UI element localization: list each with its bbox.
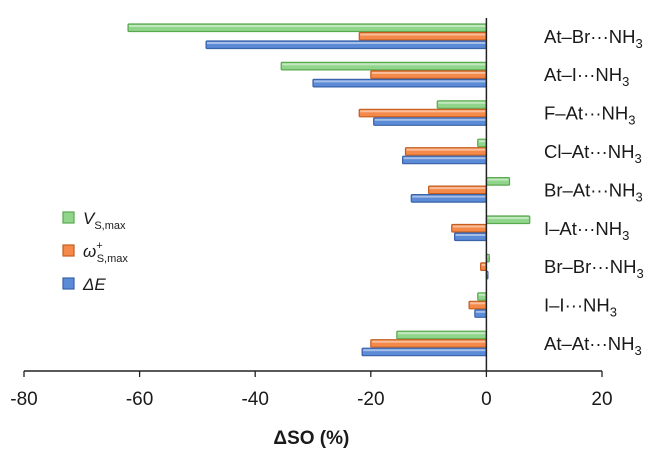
x-tick-label: -40	[241, 389, 268, 410]
category-label-text: At–I···NH	[544, 64, 622, 85]
category-label-subscript: 3	[622, 228, 629, 243]
bars-layer	[127, 23, 531, 357]
category-label-subscript: 3	[635, 189, 642, 204]
bar-highlight	[487, 255, 489, 258]
category-label-subscript: 3	[622, 74, 629, 89]
category-label-subscript: 3	[610, 305, 617, 320]
bar-highlight	[470, 302, 486, 305]
bar-highlight	[363, 349, 486, 352]
x-axis-title: ΔSO (%)	[273, 428, 349, 449]
category-label: At–I···NH3	[544, 64, 629, 89]
bar-highlight	[360, 110, 486, 113]
legend-label-name: ω	[83, 242, 96, 261]
legend-label-name: V	[83, 209, 96, 228]
category-label-text: I–I···NH	[544, 295, 610, 316]
category-label: F–At···NH3	[544, 103, 636, 128]
bar-highlight	[487, 272, 488, 275]
bar-highlight	[406, 148, 486, 151]
bar-highlight	[481, 263, 486, 266]
category-label-subscript: 3	[635, 36, 642, 51]
category-label: I–I···NH3	[544, 295, 617, 320]
x-ticks: -80 -60 -40 -20 0 20	[10, 371, 613, 410]
bar-highlight	[129, 25, 486, 27]
legend-label-2: ΔE	[82, 275, 106, 294]
legend-swatch-0	[62, 211, 75, 224]
category-label-text: Cl–At···NH	[544, 141, 634, 162]
category-label-subscript: 3	[634, 151, 641, 166]
bar-highlight	[487, 178, 509, 181]
bar-highlight	[452, 225, 486, 228]
category-label-subscript: 3	[628, 113, 635, 128]
category-label-text: F–At···NH	[544, 103, 628, 124]
category-label: Cl–At···NH3	[544, 141, 642, 166]
bar-highlight	[282, 63, 486, 66]
category-label-text: Br–At···NH	[544, 179, 635, 200]
category-labels: At–Br···NH3At–I···NH3F–At···NH3Cl–At···N…	[544, 26, 644, 358]
category-label-text: Br–Br···NH	[544, 256, 637, 277]
legend-label-0: VS,max	[83, 209, 126, 232]
bar-highlight	[371, 71, 486, 74]
bar-highlight	[429, 187, 486, 190]
legend-label-1: ω+ S,max	[83, 240, 128, 265]
category-label-subscript: 3	[637, 266, 644, 281]
bar-highlight	[412, 195, 486, 198]
category-label-subscript: 3	[634, 343, 641, 358]
x-tick-label: -80	[10, 389, 37, 410]
bar-highlight	[475, 310, 486, 313]
bar-highlight	[438, 101, 486, 104]
legend-label-subscript: S,max	[94, 220, 126, 232]
category-label-text: At–At···NH	[544, 333, 634, 354]
category-label-text: At–Br···NH	[544, 26, 635, 47]
bar-highlight	[478, 293, 486, 296]
x-tick-label: -60	[126, 389, 153, 410]
bar-highlight	[207, 42, 486, 44]
x-tick-label: 20	[591, 389, 612, 410]
legend-label-superscript: +	[96, 240, 102, 252]
legend-label-name: ΔE	[82, 275, 106, 294]
bar-highlight	[360, 33, 486, 36]
bar-highlight	[397, 332, 486, 335]
category-label-text: I–At···NH	[544, 218, 622, 239]
category-label: I–At···NH3	[544, 218, 629, 243]
bar-highlight	[487, 217, 529, 219]
category-label: Br–Br···NH3	[544, 256, 644, 281]
bar-highlight	[455, 234, 486, 236]
bar-highlight	[478, 140, 486, 143]
bar-highlight	[314, 80, 486, 83]
category-label: At–At···NH3	[544, 333, 642, 358]
bar-highlight	[371, 340, 486, 343]
bar-highlight	[374, 118, 486, 121]
legend-swatch-2	[62, 277, 75, 290]
bar-highlight	[403, 157, 486, 160]
x-tick-label: -20	[357, 389, 384, 410]
category-label: Br–At···NH3	[544, 179, 643, 204]
category-label: At–Br···NH3	[544, 26, 643, 51]
legend-swatch-1	[62, 244, 75, 257]
legend-label-subscript: S,max	[97, 253, 129, 265]
x-tick-label: 0	[481, 389, 492, 410]
